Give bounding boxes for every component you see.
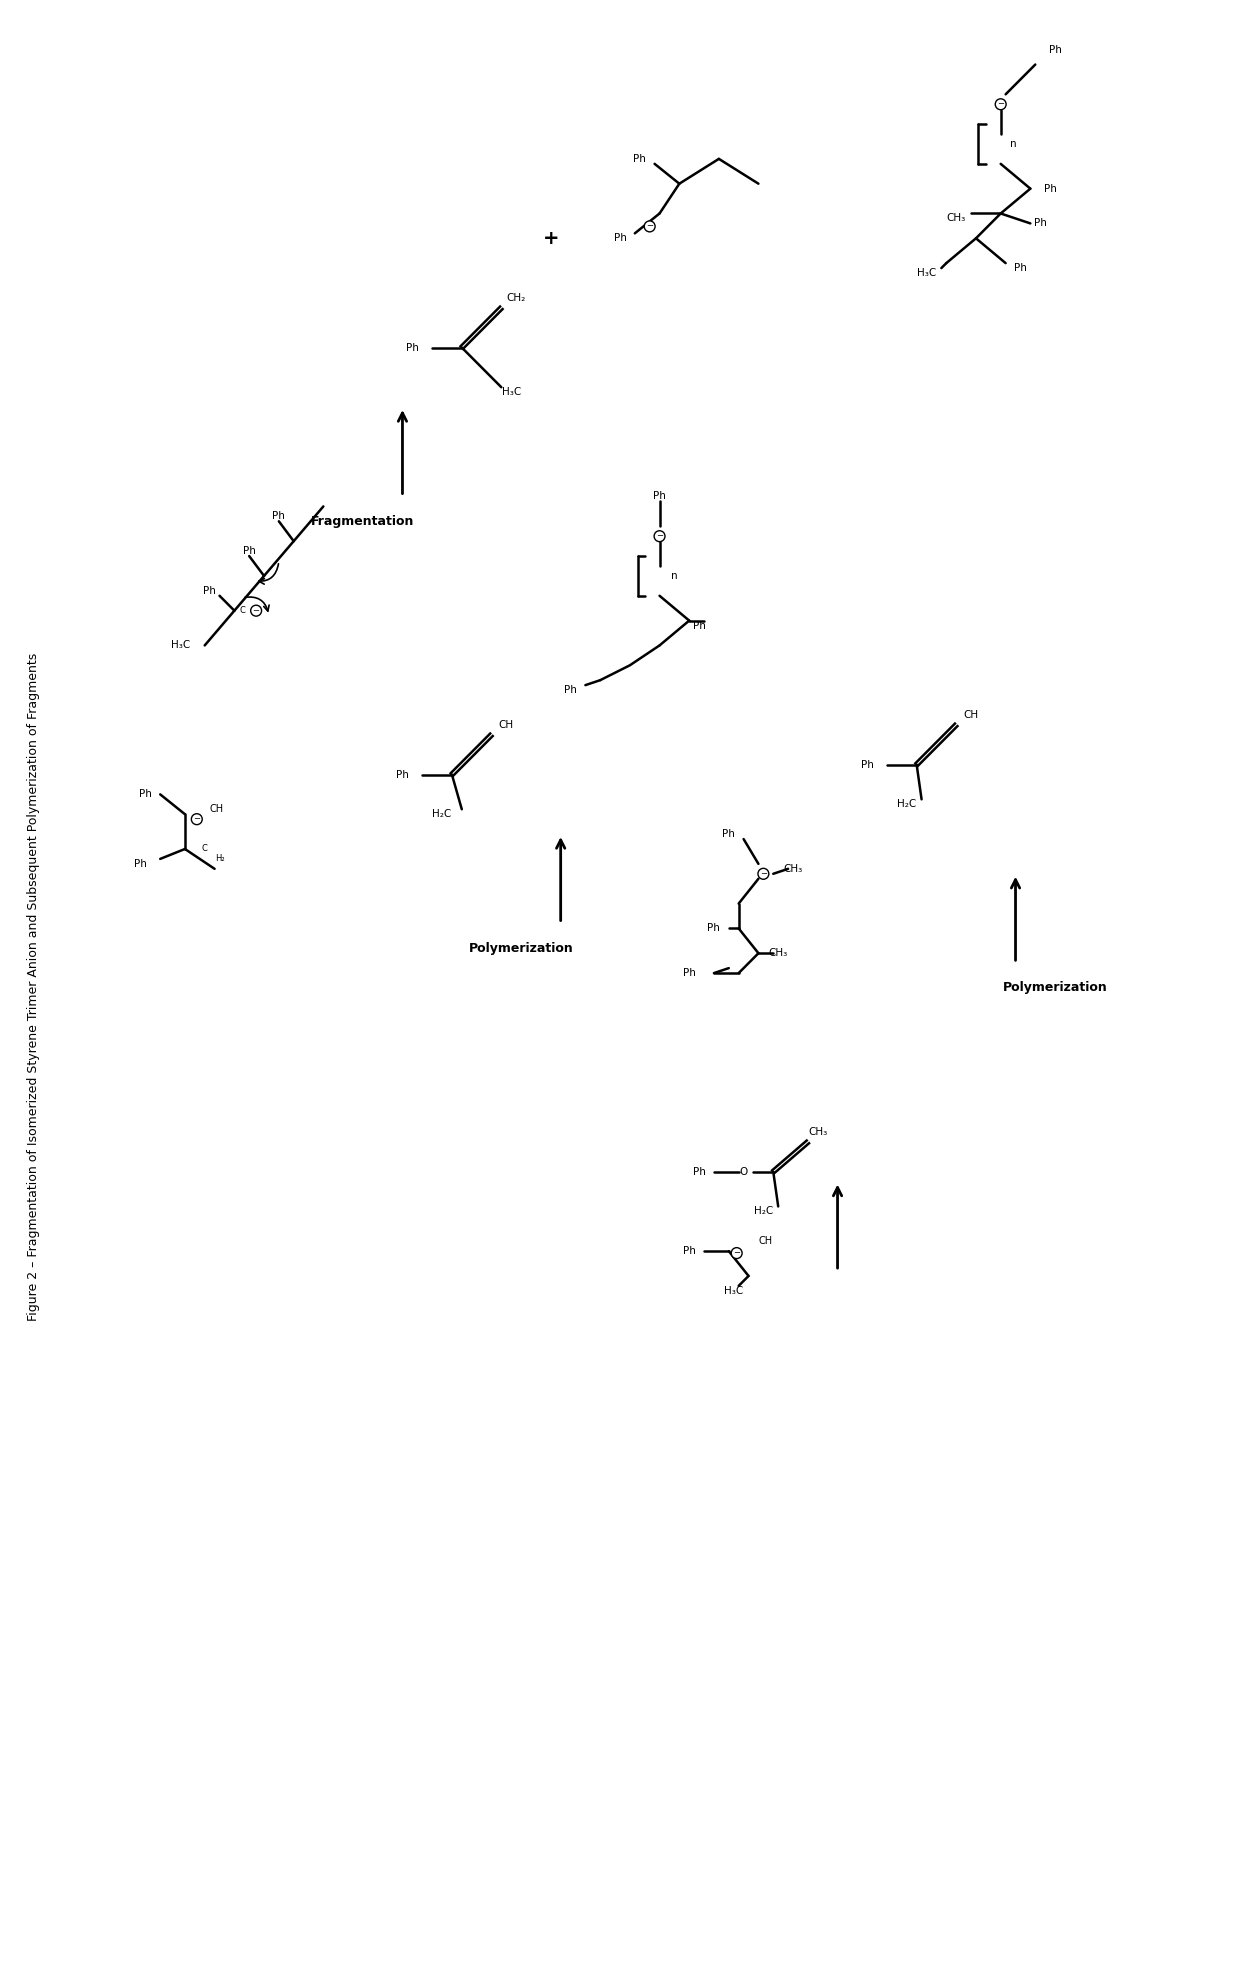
Text: Polymerization: Polymerization: [469, 941, 573, 955]
Text: n: n: [1011, 138, 1017, 150]
Text: H₂: H₂: [215, 854, 224, 864]
Text: n: n: [671, 570, 678, 580]
FancyArrowPatch shape: [259, 564, 279, 584]
Text: Ph: Ph: [861, 760, 874, 769]
Circle shape: [655, 531, 665, 543]
Text: H₃C: H₃C: [502, 387, 521, 397]
Text: CH₂: CH₂: [507, 292, 526, 304]
Text: Ph: Ph: [693, 1166, 706, 1176]
FancyArrowPatch shape: [246, 598, 269, 612]
Circle shape: [758, 868, 769, 880]
Text: C: C: [239, 606, 246, 616]
Text: CH: CH: [963, 710, 978, 720]
Text: Ph: Ph: [203, 586, 216, 596]
Text: H₂C: H₂C: [433, 809, 451, 819]
Circle shape: [250, 606, 262, 616]
Text: +: +: [543, 229, 559, 249]
Text: Ph: Ph: [683, 969, 696, 979]
Text: H₃C: H₃C: [916, 268, 936, 278]
Text: CH₃: CH₃: [784, 864, 802, 874]
Text: Ph: Ph: [683, 1247, 696, 1257]
Text: CH₃: CH₃: [769, 949, 787, 959]
Text: Ph: Ph: [653, 491, 666, 501]
Circle shape: [645, 221, 655, 233]
Text: Ph: Ph: [1014, 262, 1027, 272]
Circle shape: [996, 99, 1006, 110]
Text: Ph: Ph: [396, 769, 409, 779]
Text: C: C: [202, 844, 207, 854]
Text: Ph: Ph: [708, 923, 720, 933]
Text: CH₃: CH₃: [947, 213, 966, 223]
Text: Ph: Ph: [243, 547, 255, 556]
Text: −: −: [656, 531, 663, 541]
Text: −: −: [733, 1249, 740, 1257]
Text: H₂C: H₂C: [754, 1206, 773, 1217]
Text: Fragmentation: Fragmentation: [311, 515, 414, 529]
Text: H₂C: H₂C: [897, 799, 916, 809]
Text: Figure 2 – Fragmentation of Isomerized Styrene Trimer Anion and Subsequent Polym: Figure 2 – Fragmentation of Isomerized S…: [27, 653, 40, 1320]
Text: Ph: Ph: [405, 343, 419, 353]
Circle shape: [732, 1247, 742, 1259]
Text: CH: CH: [498, 720, 513, 730]
Text: −: −: [760, 868, 766, 878]
Text: Ph: Ph: [1049, 45, 1061, 55]
Circle shape: [191, 813, 202, 825]
Text: −: −: [253, 606, 259, 616]
Text: O: O: [739, 1166, 748, 1176]
Text: CH: CH: [210, 805, 223, 815]
Text: Ph: Ph: [1034, 219, 1047, 229]
Text: Ph: Ph: [723, 829, 735, 839]
Text: −: −: [193, 815, 201, 823]
Text: −: −: [997, 99, 1004, 109]
Text: CH: CH: [759, 1237, 773, 1247]
Text: Ph: Ph: [1044, 183, 1056, 193]
Text: Ph: Ph: [273, 511, 285, 521]
Text: H₃C: H₃C: [171, 641, 190, 651]
Text: Ph: Ph: [614, 233, 626, 243]
Text: Ph: Ph: [634, 154, 646, 164]
Text: Ph: Ph: [134, 858, 146, 868]
Text: Polymerization: Polymerization: [1003, 981, 1107, 994]
Text: −: −: [646, 221, 653, 231]
Text: Ph: Ph: [693, 621, 706, 631]
Text: H₃C: H₃C: [724, 1286, 743, 1296]
Text: CH₃: CH₃: [808, 1127, 827, 1136]
Text: Ph: Ph: [564, 685, 577, 694]
Text: Ph: Ph: [139, 789, 151, 799]
